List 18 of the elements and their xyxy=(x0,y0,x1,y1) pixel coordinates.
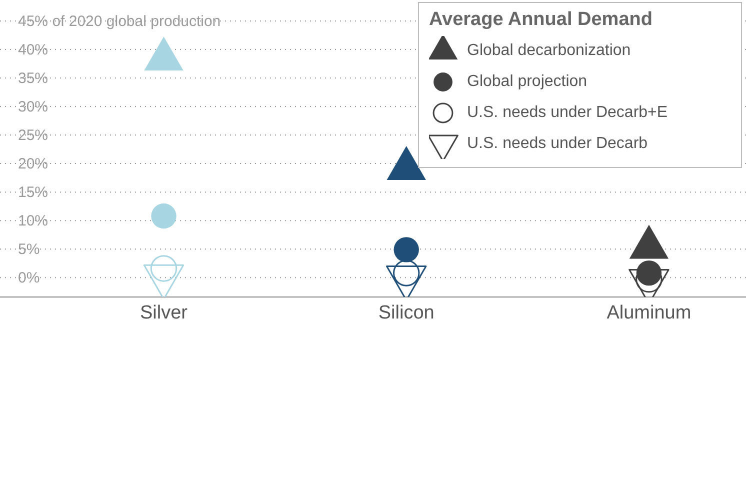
y-tick-label: 45% of 2020 global production xyxy=(18,13,221,30)
legend-title: Average Annual Demand xyxy=(429,9,654,31)
y-tick-label: 15% xyxy=(18,184,48,202)
legend-label: U.S. needs under Decarb xyxy=(467,134,648,152)
y-tick-label: 35% xyxy=(18,70,48,88)
y-tick-label: 30% xyxy=(18,98,48,116)
legend-label: Global projection xyxy=(467,72,588,90)
y-tick-label: 0% xyxy=(18,270,40,287)
x-tick-label: Silver xyxy=(140,302,188,324)
legend-label: U.S. needs under Decarb+E xyxy=(467,104,668,122)
legend-label: Global decarbonization xyxy=(467,42,631,60)
y-tick-label: 10% xyxy=(18,212,48,230)
y-tick-label: 40% xyxy=(18,42,48,59)
x-tick-label: Aluminum xyxy=(606,302,692,324)
y-tick-label: 20% xyxy=(18,156,48,173)
y-tick-label: 5% xyxy=(18,241,40,258)
y-tick-label: 25% xyxy=(18,127,48,144)
x-tick-label: Silicon xyxy=(378,302,434,324)
